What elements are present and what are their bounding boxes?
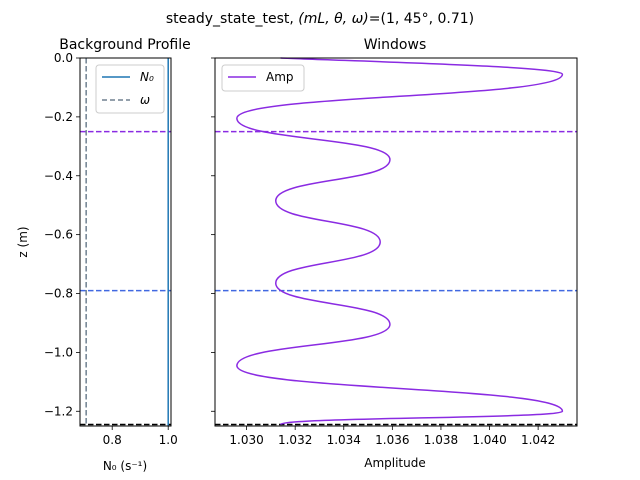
n0-axis-label: N₀ (s⁻¹) [103, 459, 147, 473]
x-tick-label: 1.030 [229, 433, 263, 447]
y-tick-label: −1.2 [44, 404, 73, 418]
z-axis-label: z (m) [16, 226, 30, 257]
x-tick-label: 1.042 [521, 433, 555, 447]
x-tick-label: 1.040 [472, 433, 506, 447]
legend-entry-n0: N₀ [140, 70, 154, 84]
x-tick-label: 1.038 [424, 433, 458, 447]
y-tick-label: −0.2 [44, 110, 73, 124]
y-tick-label: 0.0 [54, 51, 73, 65]
amplitude-axis-label: Amplitude [364, 456, 426, 470]
x-tick-label: 1.032 [278, 433, 312, 447]
legend-entry-omega: ω [140, 93, 150, 107]
suptitle-prefix: steady_state_test, [166, 11, 298, 27]
background-profile-frame [79, 57, 172, 427]
x-tick-label: 1.0 [159, 433, 178, 447]
background-profile-title: Background Profile [59, 37, 191, 53]
background-profile-panel: Background Profile 0.8 1.0 0.0 −0.2 −0.4 −0.6… [16, 37, 191, 473]
x-tick-label: 0.8 [103, 433, 122, 447]
legend-entry-amp: Amp [266, 70, 294, 84]
windows-title: Windows [364, 37, 427, 53]
suptitle-vars: (mL, θ, ω) [298, 11, 368, 27]
windows-panel: Windows 1.030 1.032 1.034 1.036 1.038 1.040 1.… [211, 37, 578, 470]
y-tick-label: −0.4 [44, 169, 73, 183]
windows-frame [214, 57, 578, 427]
windows-plot: 1.030 1.032 1.034 1.036 1.038 1.040 1.042 [211, 57, 577, 447]
windows-legend: Amp [221, 64, 305, 92]
y-tick-label: −0.8 [44, 287, 73, 301]
x-tick-label: 1.034 [327, 433, 361, 447]
background-profile-plot: 0.8 1.0 0.0 −0.2 −0.4 −0.6 −0.8 −1.0 −1.2 [44, 51, 178, 447]
y-tick-label: −0.6 [44, 228, 73, 242]
suptitle-values: =(1, 45°, 0.71) [369, 11, 474, 27]
series-amp-line [236, 57, 564, 426]
background-profile-legend: N₀ ω [95, 64, 165, 114]
legend-box [95, 64, 165, 114]
y-tick-label: −1.0 [44, 345, 73, 359]
legend-box [221, 64, 305, 92]
x-tick-label: 1.036 [375, 433, 409, 447]
suptitle: steady_state_test, (mL, θ, ω)=(1, 45°, 0… [166, 11, 474, 27]
